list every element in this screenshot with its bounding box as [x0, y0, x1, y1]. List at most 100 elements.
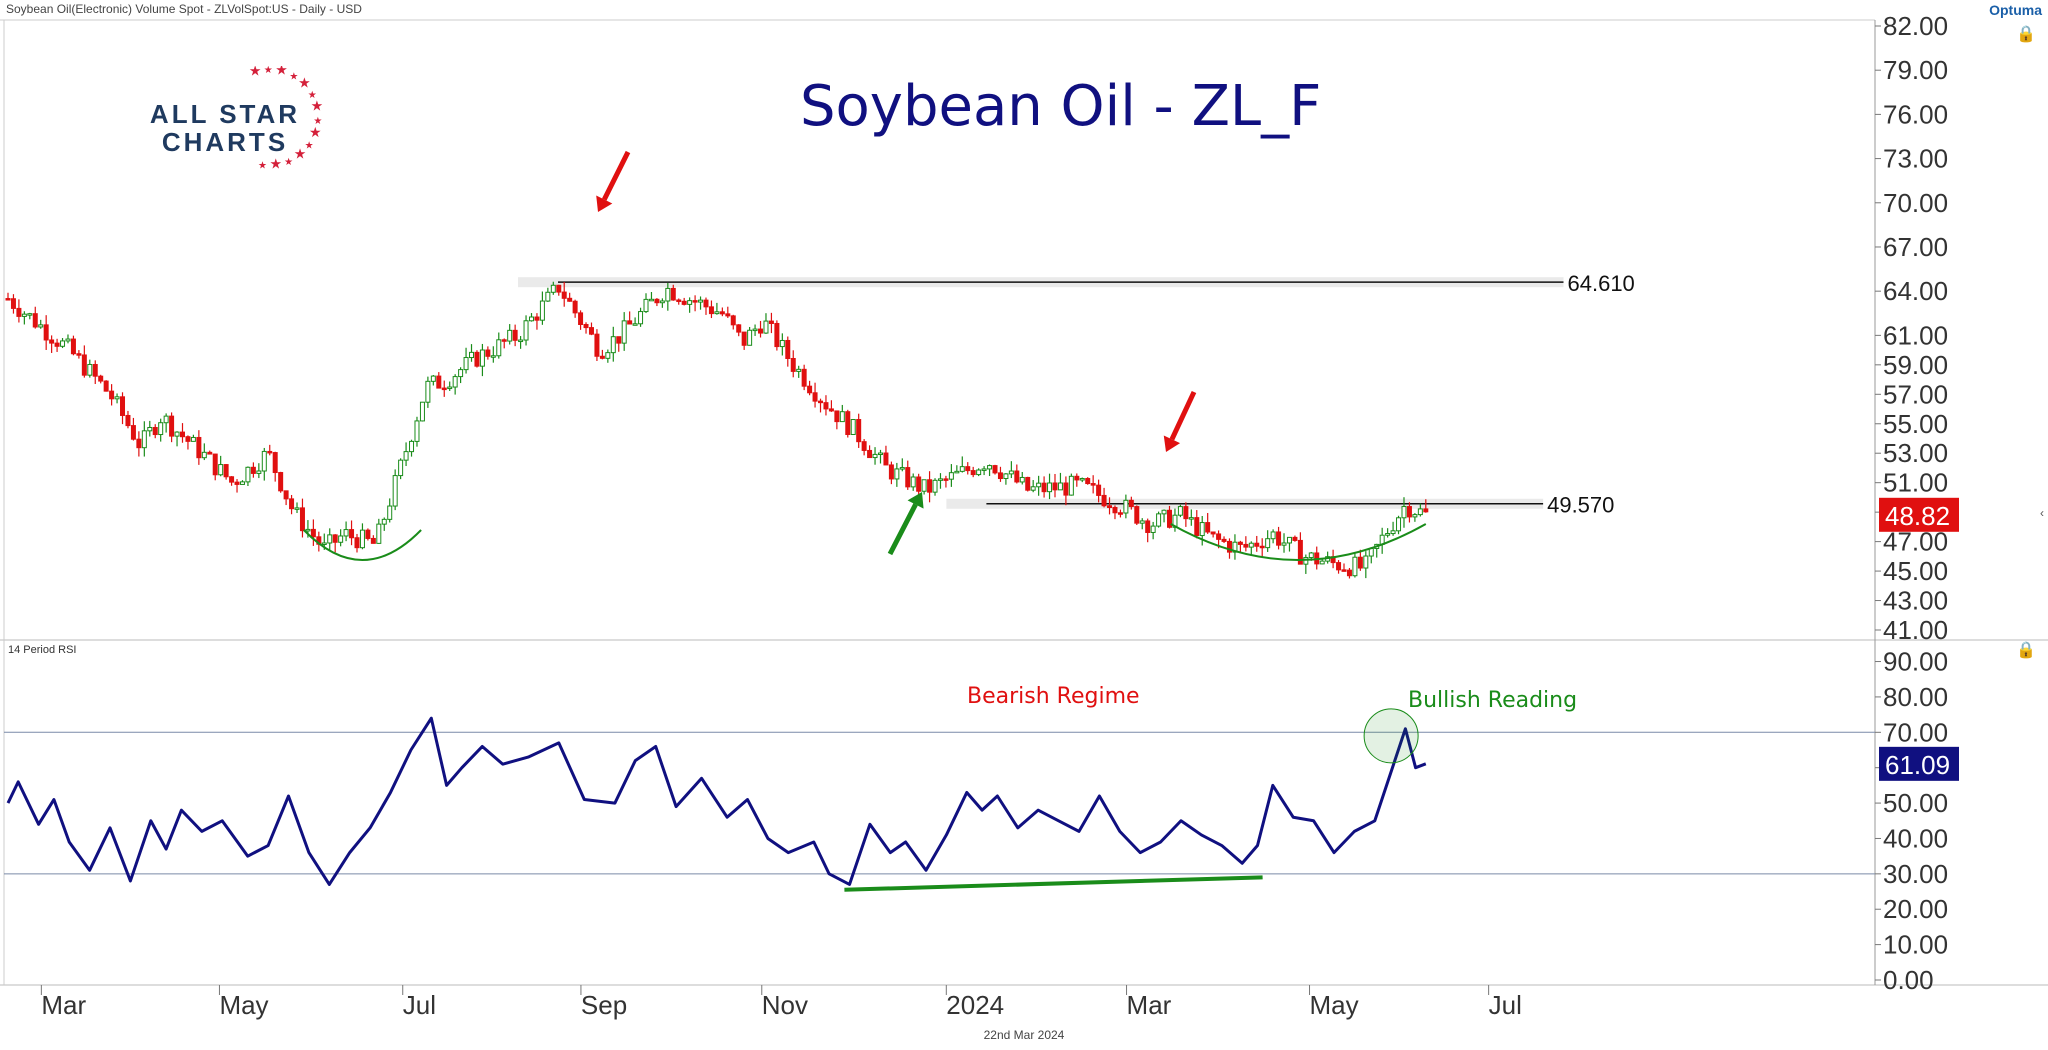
candle-body: [736, 324, 742, 333]
candle-body: [927, 479, 933, 493]
price-tick-label: 59.00: [1883, 350, 1948, 380]
candle-body: [719, 311, 725, 315]
all-star-charts-logo: ★ ★ ★ ★ ★ ★ ★ ★ ★ ★ ★ ★ ★ ★ ALL STAR CHARTS: [120, 61, 340, 176]
candle-body: [327, 534, 333, 544]
candle-body: [190, 436, 196, 442]
candle-body: [250, 466, 256, 474]
candle-body: [1068, 475, 1074, 496]
arrow-head: [596, 195, 613, 212]
candle-body: [1041, 482, 1047, 493]
logo-star-icon: ★: [298, 74, 311, 90]
price-tick-label: 70.00: [1883, 188, 1948, 218]
arrow-head: [907, 492, 924, 509]
candle-body: [1134, 506, 1140, 524]
price-tick-label: 64.00: [1883, 276, 1948, 306]
candle-body: [398, 459, 404, 477]
candle-body: [1079, 478, 1085, 481]
candle-body: [1085, 478, 1091, 485]
candle-body: [414, 420, 420, 442]
candle-body: [136, 438, 142, 449]
rsi-tick-label: 80.00: [1883, 682, 1948, 712]
candle-body: [103, 380, 109, 392]
candle-body: [610, 336, 616, 354]
candle-body: [1030, 486, 1036, 491]
candle-body: [872, 453, 878, 459]
candle-body: [599, 355, 605, 359]
candle-body: [839, 411, 845, 423]
candle-body: [883, 452, 889, 466]
arrow-down-icon: [1163, 390, 1197, 452]
chart-title: Soybean Oil - ZL_F: [800, 74, 1322, 139]
candle-body: [714, 311, 720, 315]
candle-body: [1139, 520, 1145, 524]
candle-body: [1123, 499, 1129, 514]
candle-body: [152, 426, 158, 436]
candle-body: [954, 470, 960, 474]
candle-body: [163, 415, 169, 424]
candle-body: [1259, 545, 1265, 549]
candle-body: [594, 333, 600, 357]
date-tick-label: Mar: [41, 990, 86, 1020]
chevron-left-icon[interactable]: ‹: [2040, 506, 2044, 520]
candle-body: [763, 320, 769, 334]
candle-body: [899, 467, 905, 470]
arrow-up-icon: [887, 492, 924, 556]
lock-icon[interactable]: 🔒: [2016, 642, 2036, 659]
candle-body: [474, 351, 480, 367]
candle-body: [1248, 542, 1254, 548]
candle-body: [948, 472, 954, 480]
candle-body: [365, 529, 371, 539]
logo-star-icon: ★: [249, 66, 262, 78]
candle-body: [752, 328, 758, 332]
candle-body: [207, 451, 213, 455]
bullish-reading-label: Bullish Reading: [1408, 688, 1578, 713]
candle-body: [1063, 482, 1069, 496]
candle-body: [479, 349, 485, 367]
logo-star-icon: ★: [258, 160, 267, 171]
candle-body: [698, 299, 704, 303]
candle-body: [894, 468, 900, 480]
candle-body: [632, 323, 638, 326]
candle-body: [1199, 522, 1205, 537]
candle-body: [359, 529, 365, 549]
logo-star-icon: ★: [311, 98, 324, 114]
candle-body: [556, 284, 562, 293]
candle-body: [518, 339, 524, 343]
candle-body: [676, 299, 682, 302]
candle-body: [174, 431, 180, 437]
candle-body: [1406, 506, 1412, 518]
candle-body: [856, 419, 862, 443]
level-label: 49.570: [1547, 493, 1614, 518]
candle-body: [169, 415, 175, 437]
candle-body: [1003, 473, 1009, 480]
candle-body: [828, 408, 834, 412]
candle-body: [1265, 538, 1271, 549]
candle-body: [578, 312, 584, 325]
candle-body: [659, 300, 665, 304]
candle-body: [970, 470, 976, 476]
candle-body: [392, 475, 398, 507]
candle-body: [1417, 508, 1423, 516]
candle-body: [1057, 482, 1063, 491]
logo-star-icon: ★: [284, 157, 293, 168]
rsi-tick-label: 40.00: [1883, 823, 1948, 853]
candle-body: [1036, 482, 1042, 488]
candle-body: [845, 411, 851, 435]
candle-body: [158, 422, 164, 436]
bottom-arc: [303, 529, 422, 561]
candle-body: [730, 315, 736, 326]
candle-body: [294, 507, 300, 510]
candle-body: [403, 451, 409, 461]
price-tick-label: 53.00: [1883, 438, 1948, 468]
candle-body: [528, 316, 534, 322]
candle-body: [60, 340, 66, 347]
candle-body: [654, 298, 660, 304]
date-tick-label: Jul: [403, 990, 436, 1020]
candle-body: [463, 357, 469, 371]
candle-body: [1308, 552, 1314, 559]
candle-body: [289, 498, 295, 510]
lock-icon[interactable]: 🔒: [2016, 26, 2036, 43]
candle-body: [354, 537, 360, 549]
candle-body: [807, 385, 813, 394]
